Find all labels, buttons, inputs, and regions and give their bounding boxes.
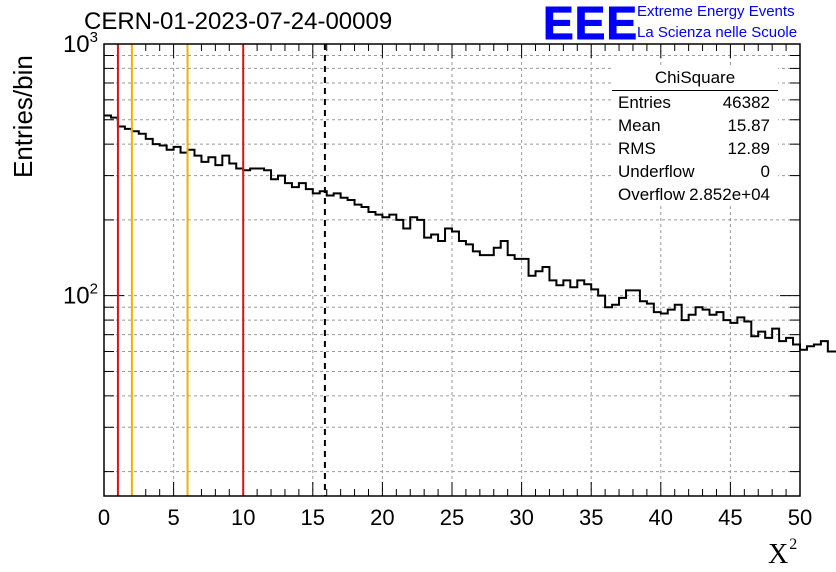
stats-row-entries: Entries 46382 bbox=[612, 91, 778, 114]
tick-labels: 0 5 10 15 20 25 30 35 40 45 50 102 103 bbox=[63, 29, 812, 530]
x-tick-label: 20 bbox=[370, 505, 394, 530]
stats-value: 15.87 bbox=[727, 116, 770, 135]
stats-value: 12.89 bbox=[727, 139, 770, 158]
stats-value: 0 bbox=[760, 162, 770, 181]
x-axis-label: X2 bbox=[768, 536, 798, 570]
x-tick-label: 10 bbox=[231, 505, 255, 530]
plot-frame bbox=[103, 43, 801, 497]
x-tick-label: 40 bbox=[649, 505, 673, 530]
logo-subtitle-1: Extreme Energy Events bbox=[637, 3, 795, 20]
stats-value: 2.852e+04 bbox=[689, 185, 770, 204]
x-tick-label: 50 bbox=[788, 505, 812, 530]
stats-key: Mean bbox=[618, 116, 661, 135]
stats-key: Underflow bbox=[618, 162, 695, 181]
x-tick-label: 15 bbox=[301, 505, 325, 530]
y-axis-label: Entries/bin bbox=[8, 55, 38, 178]
x-tick-label: 0 bbox=[98, 505, 110, 530]
stats-row-mean: Mean 15.87 bbox=[612, 114, 778, 137]
stats-value: 46382 bbox=[722, 93, 770, 112]
x-tick-label: 45 bbox=[718, 505, 742, 530]
eee-logo: EEE bbox=[542, 0, 639, 49]
stats-title: ChiSquare bbox=[612, 66, 778, 91]
cut-lines bbox=[116, 44, 326, 496]
stats-key: Entries bbox=[618, 93, 671, 112]
x-tick-label: 30 bbox=[509, 505, 533, 530]
stats-key: Overflow bbox=[618, 185, 686, 204]
run-title: CERN-01-2023-07-24-00009 bbox=[84, 8, 393, 35]
stats-row-overflow: Overflow 2.852e+04 bbox=[612, 183, 778, 206]
stats-box: ChiSquare Entries 46382 Mean 15.87 RMS 1… bbox=[612, 66, 778, 206]
x-tick-label: 35 bbox=[579, 505, 603, 530]
stats-key: RMS bbox=[618, 139, 656, 158]
x-tick-label: 5 bbox=[167, 505, 179, 530]
stats-row-underflow: Underflow 0 bbox=[612, 160, 778, 183]
stats-row-rms: RMS 12.89 bbox=[612, 137, 778, 160]
x-tick-label: 25 bbox=[440, 505, 464, 530]
y-tick-label: 103 bbox=[63, 29, 98, 58]
y-tick-label: 102 bbox=[63, 281, 98, 310]
logo-subtitle-2: La Scienza nelle Scuole bbox=[637, 24, 798, 41]
